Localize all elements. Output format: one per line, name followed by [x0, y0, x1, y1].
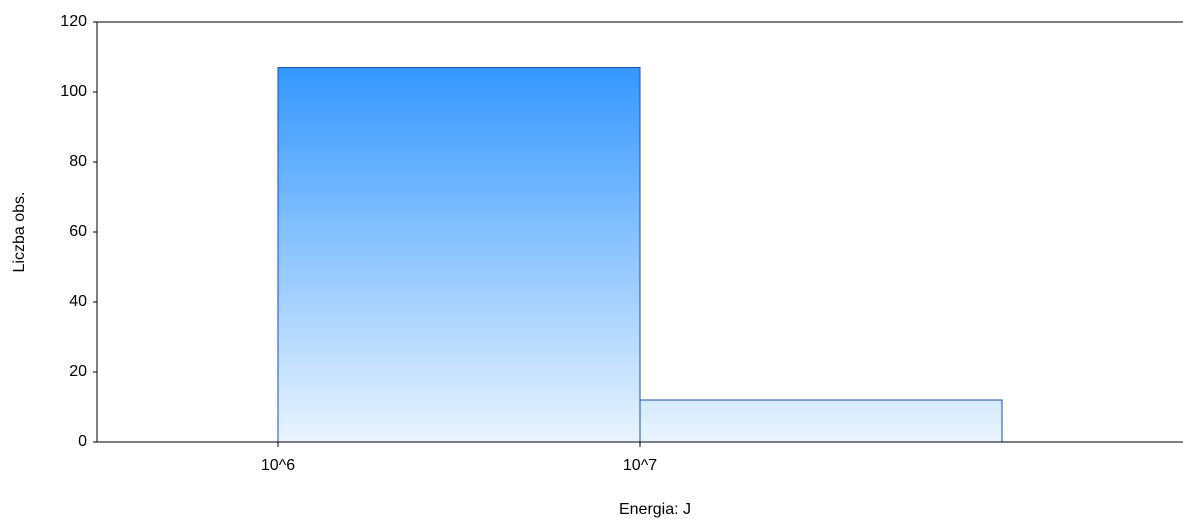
y-tick-label: 120	[60, 13, 87, 30]
bar	[277, 67, 641, 443]
x-tick-label: 10^7	[623, 457, 657, 474]
x-axis-label: Energia: J	[619, 501, 691, 518]
y-tick-label: 40	[69, 293, 87, 310]
y-tick-label: 60	[69, 223, 87, 240]
bar	[639, 399, 1003, 443]
y-tick-label: 80	[69, 153, 87, 170]
y-axis-label: Liczba obs.	[11, 192, 28, 273]
x-tick-label: 10^6	[261, 457, 295, 474]
y-tick-label: 100	[60, 83, 87, 100]
y-tick-label: 0	[78, 433, 87, 450]
y-tick-label: 20	[69, 363, 87, 380]
